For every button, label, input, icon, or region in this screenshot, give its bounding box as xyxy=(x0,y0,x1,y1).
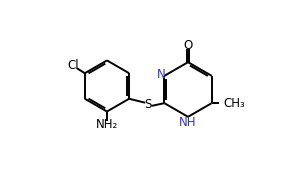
Text: O: O xyxy=(183,39,193,52)
Text: NH: NH xyxy=(178,116,196,129)
Text: NH₂: NH₂ xyxy=(96,118,118,131)
Text: CH₃: CH₃ xyxy=(224,97,245,110)
Text: N: N xyxy=(157,68,165,81)
Text: Cl: Cl xyxy=(67,59,79,72)
Text: S: S xyxy=(145,98,152,111)
